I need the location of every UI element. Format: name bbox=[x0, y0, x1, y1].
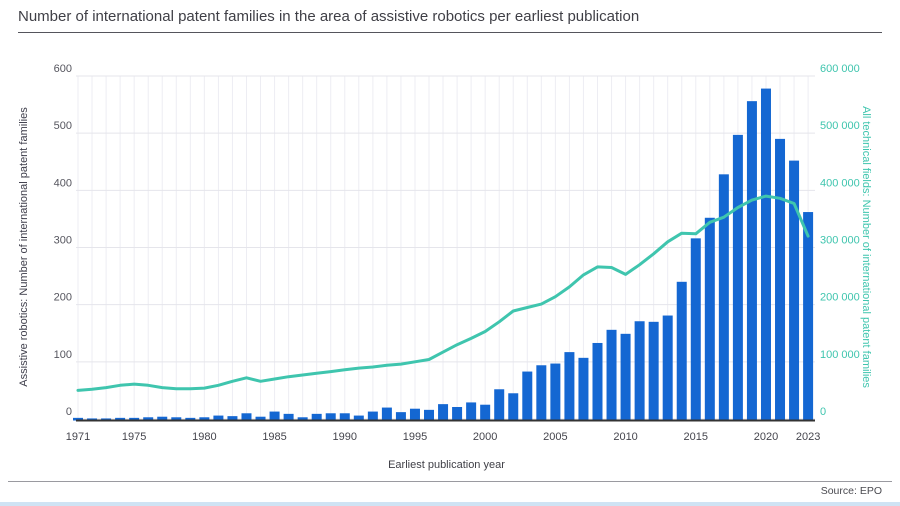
left-tick-0: 0 bbox=[66, 406, 72, 418]
x-tick-2005: 2005 bbox=[543, 431, 567, 443]
left-tick-600: 600 bbox=[54, 63, 72, 75]
bar-1989 bbox=[325, 413, 336, 421]
x-tick-1971: 1971 bbox=[66, 431, 90, 443]
right-axis-title: All technical fields: Number of internat… bbox=[860, 106, 872, 388]
right-tick-300000: 300 000 bbox=[820, 235, 860, 247]
bar-2010 bbox=[620, 333, 631, 421]
x-tick-1995: 1995 bbox=[403, 431, 427, 443]
footer-divider bbox=[8, 481, 892, 482]
bar-2001 bbox=[494, 389, 505, 421]
x-tick-2000: 2000 bbox=[473, 431, 497, 443]
x-tick-2010: 2010 bbox=[613, 431, 637, 443]
bar-1971 bbox=[73, 417, 83, 421]
right-tick-600000: 600 000 bbox=[820, 63, 860, 75]
bar-2021 bbox=[775, 138, 786, 421]
bar-1978 bbox=[171, 417, 182, 421]
bar-2017 bbox=[718, 174, 729, 421]
left-axis-ticks: 0 100 200 300 400 500 600 bbox=[54, 63, 72, 418]
left-axis-title: Assistive robotics: Number of internatio… bbox=[18, 107, 30, 387]
bar-2015 bbox=[690, 238, 701, 421]
left-tick-200: 200 bbox=[54, 292, 72, 304]
bar-1991 bbox=[353, 415, 364, 421]
bar-1990 bbox=[339, 413, 350, 421]
bar-1987 bbox=[297, 417, 308, 421]
right-tick-100000: 100 000 bbox=[820, 349, 860, 361]
bar-2005 bbox=[550, 363, 561, 421]
bar-1997 bbox=[438, 404, 449, 421]
x-tick-2015: 2015 bbox=[684, 431, 708, 443]
bar-1995 bbox=[409, 408, 420, 421]
bar-1974 bbox=[115, 417, 126, 421]
bar-1983 bbox=[241, 413, 252, 421]
source-note: Source: EPO bbox=[820, 485, 882, 497]
x-tick-2020: 2020 bbox=[754, 431, 778, 443]
left-tick-300: 300 bbox=[54, 235, 72, 247]
bar-1994 bbox=[395, 412, 406, 421]
x-tick-1980: 1980 bbox=[192, 431, 216, 443]
horizontal-gridlines bbox=[76, 75, 815, 420]
bar-2009 bbox=[606, 329, 617, 421]
bar-1999 bbox=[466, 402, 477, 421]
bar-1977 bbox=[157, 416, 168, 421]
bar-1986 bbox=[283, 413, 294, 421]
bar-2012 bbox=[648, 321, 659, 421]
bar-2018 bbox=[732, 134, 743, 421]
title-divider bbox=[18, 32, 882, 33]
bar-2013 bbox=[662, 315, 673, 421]
bar-1992 bbox=[367, 411, 378, 421]
right-tick-200000: 200 000 bbox=[820, 292, 860, 304]
bar-2022 bbox=[789, 160, 800, 421]
x-axis-title: Earliest publication year bbox=[388, 459, 505, 471]
bar-1984 bbox=[255, 416, 266, 421]
left-tick-400: 400 bbox=[54, 177, 72, 189]
bar-2006 bbox=[564, 352, 575, 421]
bar-2003 bbox=[522, 371, 533, 421]
bar-1975 bbox=[129, 417, 140, 421]
bar-2002 bbox=[508, 393, 519, 421]
bar-2019 bbox=[746, 101, 757, 421]
bar-1988 bbox=[311, 413, 322, 421]
bar-1979 bbox=[185, 417, 196, 421]
bar-1980 bbox=[199, 417, 210, 421]
bar-2014 bbox=[676, 281, 687, 421]
bar-1996 bbox=[424, 409, 435, 421]
right-axis-ticks: 0 100 000 200 000 300 000 400 000 500 000 600 … bbox=[820, 63, 860, 418]
x-tick-1990: 1990 bbox=[333, 431, 357, 443]
chart-title: Number of international patent families … bbox=[18, 8, 640, 25]
right-tick-400000: 400 000 bbox=[820, 177, 860, 189]
bar-2011 bbox=[634, 321, 645, 421]
bar-2023 bbox=[803, 212, 814, 421]
bar-2007 bbox=[578, 357, 589, 421]
right-tick-500000: 500 000 bbox=[820, 120, 860, 132]
bar-2008 bbox=[592, 342, 603, 421]
bar-1982 bbox=[227, 416, 238, 421]
bar-1993 bbox=[381, 407, 392, 421]
left-tick-500: 500 bbox=[54, 120, 72, 132]
bar-1972 bbox=[87, 418, 98, 421]
bar-2016 bbox=[704, 217, 715, 421]
x-tick-2023: 2023 bbox=[796, 431, 820, 443]
bar-2004 bbox=[536, 365, 547, 421]
left-tick-100: 100 bbox=[54, 349, 72, 361]
bar-1985 bbox=[269, 411, 280, 421]
right-tick-0: 0 bbox=[820, 406, 826, 418]
chart-canvas: 0 100 200 300 400 500 600 0 100 000 200 000 300 00… bbox=[54, 63, 860, 443]
bar-1973 bbox=[101, 418, 112, 421]
all-technical-fields-line bbox=[76, 194, 810, 392]
bottom-edge-strip bbox=[0, 502, 900, 506]
bar-1981 bbox=[213, 415, 224, 421]
x-tick-1975: 1975 bbox=[122, 431, 146, 443]
assistive-robotics-bars bbox=[73, 88, 814, 421]
bar-1998 bbox=[452, 406, 463, 421]
x-tick-1985: 1985 bbox=[262, 431, 286, 443]
bar-1976 bbox=[143, 417, 154, 421]
x-axis-ticks: 1971 1975 1980 1985 1990 1995 2000 2005 2010 2015… bbox=[66, 431, 821, 443]
bar-2000 bbox=[480, 404, 491, 421]
bar-2020 bbox=[760, 88, 771, 421]
